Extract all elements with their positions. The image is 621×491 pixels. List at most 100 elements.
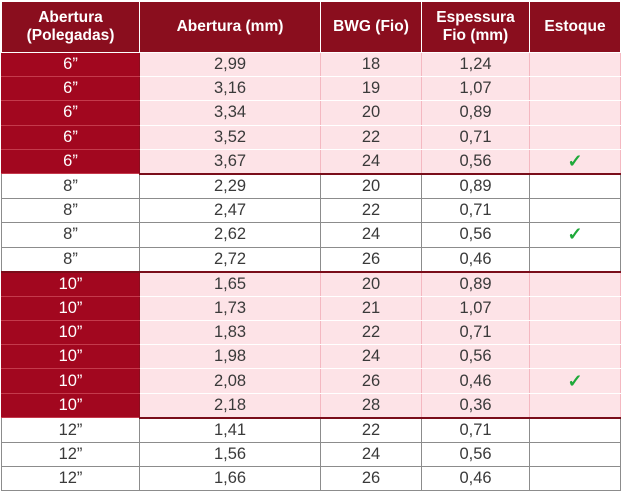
cell-abertura-mm: 3,16 [139, 76, 321, 102]
cell-espessura: 1,07 [421, 76, 530, 102]
cell-bwg: 20 [320, 100, 422, 126]
table-row: 10” 1,65 20 0,89 [1, 271, 621, 297]
cell-bwg: 18 [320, 51, 422, 78]
cell-espessura: 0,56 [421, 148, 530, 175]
table-row: 10” 1,83 22 0,71 [1, 320, 621, 346]
check-icon: ✓ [529, 368, 621, 394]
table-row: 6” 2,99 18 1,24 [1, 51, 621, 78]
cell-abertura-polegadas: 6” [1, 51, 140, 78]
cell-estoque [529, 100, 621, 126]
cell-abertura-mm: 1,41 [139, 417, 321, 443]
cell-abertura-polegadas: 12” [1, 466, 140, 491]
cell-bwg: 24 [320, 148, 422, 175]
cell-abertura-polegadas: 12” [1, 441, 140, 468]
cell-abertura-mm: 2,62 [139, 222, 321, 248]
cell-bwg: 26 [320, 466, 422, 491]
cell-abertura-polegadas: 10” [1, 368, 140, 394]
cell-espessura: 0,89 [421, 173, 530, 200]
cell-estoque [529, 441, 621, 468]
cell-abertura-polegadas: 6” [1, 148, 140, 175]
cell-bwg: 26 [320, 246, 422, 273]
header-estoque: Estoque [529, 1, 621, 53]
cell-abertura-polegadas: 10” [1, 295, 140, 322]
cell-abertura-mm: 1,83 [139, 320, 321, 346]
cell-bwg: 20 [320, 173, 422, 200]
cell-abertura-mm: 2,99 [139, 51, 321, 78]
cell-abertura-mm: 2,47 [139, 198, 321, 224]
cell-estoque [529, 271, 621, 297]
table-body: 6” 2,99 18 1,24 6” 3,16 19 1,07 6” 3,34 20 0,89 6” 3,… [1, 51, 621, 491]
cell-abertura-polegadas: 6” [1, 124, 140, 150]
cell-espessura: 0,89 [421, 271, 530, 297]
table-row: 8” 2,47 22 0,71 [1, 198, 621, 224]
cell-espessura: 0,56 [421, 344, 530, 370]
cell-bwg: 22 [320, 417, 422, 443]
cell-estoque [529, 246, 621, 273]
header-bwg: BWG (Fio) [320, 1, 422, 53]
cell-estoque [529, 392, 621, 419]
cell-abertura-mm: 3,52 [139, 124, 321, 150]
cell-bwg: 24 [320, 222, 422, 248]
cell-estoque [529, 51, 621, 78]
cell-abertura-polegadas: 12” [1, 417, 140, 443]
table-row: 6” 3,52 22 0,71 [1, 124, 621, 150]
cell-espessura: 0,56 [421, 222, 530, 248]
cell-espessura: 1,07 [421, 295, 530, 322]
cell-abertura-mm: 2,72 [139, 246, 321, 273]
cell-estoque [529, 417, 621, 443]
cell-bwg: 24 [320, 441, 422, 468]
cell-espessura: 0,56 [421, 441, 530, 468]
cell-estoque [529, 320, 621, 346]
cell-abertura-polegadas: 6” [1, 76, 140, 102]
cell-abertura-mm: 2,18 [139, 392, 321, 419]
cell-abertura-polegadas: 10” [1, 271, 140, 297]
cell-estoque [529, 173, 621, 200]
cell-bwg: 19 [320, 76, 422, 102]
cell-bwg: 28 [320, 392, 422, 419]
header-row: Abertura (Polegadas) Abertura (mm) BWG (… [1, 1, 621, 53]
table-row: 6” 3,16 19 1,07 [1, 76, 621, 102]
cell-estoque [529, 198, 621, 224]
cell-espessura: 0,36 [421, 392, 530, 419]
table-row: 8” 2,72 26 0,46 [1, 246, 621, 273]
table-row: 8” 2,62 24 0,56 ✓ [1, 222, 621, 248]
cell-abertura-polegadas: 10” [1, 320, 140, 346]
cell-estoque [529, 76, 621, 102]
check-icon: ✓ [529, 222, 621, 248]
cell-abertura-mm: 1,73 [139, 295, 321, 322]
cell-estoque [529, 466, 621, 491]
cell-bwg: 26 [320, 368, 422, 394]
cell-espessura: 1,24 [421, 51, 530, 78]
table-row: 6” 3,67 24 0,56 ✓ [1, 148, 621, 175]
cell-abertura-mm: 3,34 [139, 100, 321, 126]
cell-estoque [529, 124, 621, 150]
cell-abertura-polegadas: 8” [1, 246, 140, 273]
cell-bwg: 22 [320, 320, 422, 346]
cell-espessura: 0,46 [421, 368, 530, 394]
cell-espessura: 0,71 [421, 198, 530, 224]
table-row: 12” 1,56 24 0,56 [1, 441, 621, 468]
cell-abertura-mm: 1,65 [139, 271, 321, 297]
cell-abertura-mm: 2,29 [139, 173, 321, 200]
cell-espessura: 0,89 [421, 100, 530, 126]
cell-espessura: 0,46 [421, 466, 530, 491]
table-row: 10” 1,98 24 0,56 [1, 344, 621, 370]
cell-abertura-polegadas: 10” [1, 344, 140, 370]
cell-estoque [529, 344, 621, 370]
cell-abertura-polegadas: 8” [1, 222, 140, 248]
table-row: 10” 2,08 26 0,46 ✓ [1, 368, 621, 394]
cell-espessura: 0,71 [421, 124, 530, 150]
cell-bwg: 22 [320, 124, 422, 150]
cell-abertura-mm: 1,66 [139, 466, 321, 491]
cell-abertura-polegadas: 8” [1, 173, 140, 200]
cell-espessura: 0,71 [421, 320, 530, 346]
cell-abertura-mm: 1,98 [139, 344, 321, 370]
table-row: 6” 3,34 20 0,89 [1, 100, 621, 126]
cell-bwg: 24 [320, 344, 422, 370]
header-abertura-mm: Abertura (mm) [139, 1, 321, 53]
cell-abertura-mm: 3,67 [139, 148, 321, 175]
cell-espessura: 0,71 [421, 417, 530, 443]
cell-bwg: 21 [320, 295, 422, 322]
cell-abertura-mm: 2,08 [139, 368, 321, 394]
